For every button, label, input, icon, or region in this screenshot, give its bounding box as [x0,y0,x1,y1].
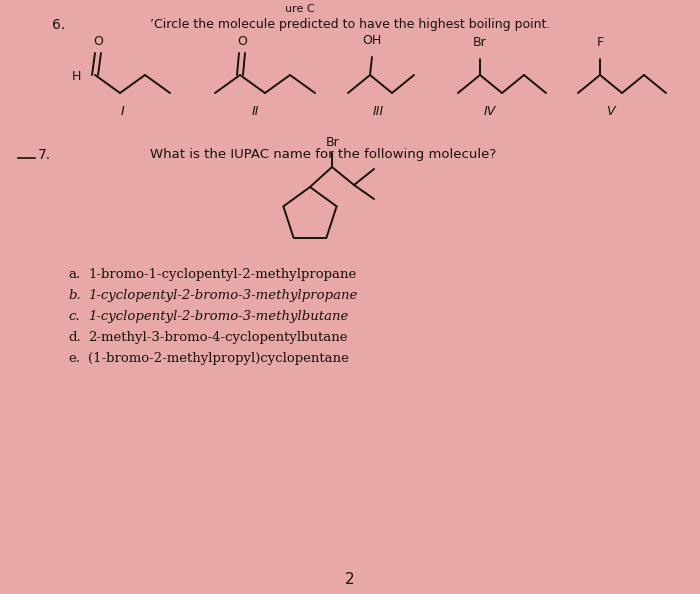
Text: c.: c. [68,310,80,323]
Text: b.: b. [68,289,80,302]
Text: O: O [93,35,103,48]
Text: 1-cyclopentyl-2-bromo-3-methylbutane: 1-cyclopentyl-2-bromo-3-methylbutane [88,310,349,323]
Text: 2-methyl-3-bromo-4-cyclopentylbutane: 2-methyl-3-bromo-4-cyclopentylbutane [88,331,347,344]
Text: I: I [121,105,125,118]
Text: 1-cyclopentyl-2-bromo-3-methylpropane: 1-cyclopentyl-2-bromo-3-methylpropane [88,289,358,302]
Text: 2: 2 [345,572,355,587]
Text: e.: e. [68,352,80,365]
Text: H: H [71,71,81,84]
Text: F: F [596,36,603,49]
Text: OH: OH [363,34,382,47]
Text: 1-bromo-1-cyclopentyl-2-methylpropane: 1-bromo-1-cyclopentyl-2-methylpropane [88,268,356,281]
Text: 7.: 7. [38,148,51,162]
Text: 6.: 6. [52,18,65,32]
Text: V: V [606,105,615,118]
Text: Br: Br [473,36,487,49]
Text: ure C: ure C [285,4,315,14]
Text: d.: d. [68,331,80,344]
Text: II: II [251,105,259,118]
Text: (1-bromo-2-methylpropyl)cyclopentane: (1-bromo-2-methylpropyl)cyclopentane [88,352,349,365]
Text: ’Circle the molecule predicted to have the highest boiling point.: ’Circle the molecule predicted to have t… [150,18,550,31]
Text: What is the IUPAC name for the following molecule?: What is the IUPAC name for the following… [150,148,496,161]
Text: O: O [237,35,247,48]
Text: a.: a. [68,268,80,281]
Text: IV: IV [484,105,496,118]
Text: III: III [372,105,384,118]
Text: Br: Br [326,136,340,149]
